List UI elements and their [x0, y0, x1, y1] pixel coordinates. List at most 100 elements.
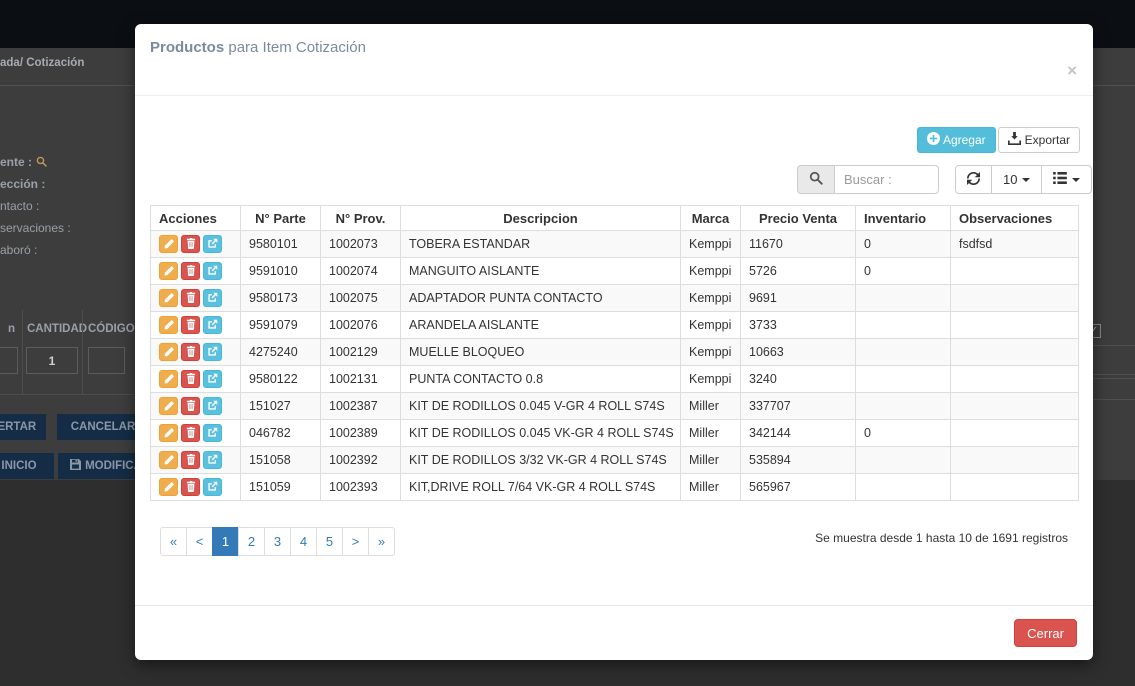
columns-dropdown[interactable]: [1041, 165, 1093, 194]
search-button[interactable]: [797, 165, 835, 194]
products-table-body: 9580101 1002073 TOBERA ESTANDAR Kemppi 11670…: [150, 230, 1079, 501]
delete-button[interactable]: [181, 424, 200, 442]
edit-button[interactable]: [159, 262, 178, 280]
actions-cell: [150, 392, 241, 420]
modal-title: Productos para Item Cotización: [150, 39, 366, 56]
page-button-2[interactable]: 2: [238, 527, 265, 556]
page-button-first[interactable]: «: [160, 527, 187, 556]
cell-marca: Kemppi: [680, 230, 741, 258]
cell-precio: 3240: [740, 365, 856, 393]
edit-button[interactable]: [159, 370, 178, 388]
list-columns-icon: [1053, 172, 1068, 187]
cell-descripcion: KIT DE RODILLOS 0.045 VK-GR 4 ROLL S74S: [400, 419, 681, 447]
share-button[interactable]: [203, 289, 222, 307]
share-icon: [207, 264, 218, 279]
page-button-4[interactable]: 4: [290, 527, 317, 556]
pencil-icon: [164, 264, 174, 279]
edit-button[interactable]: [159, 343, 178, 361]
edit-button[interactable]: [159, 478, 178, 496]
cell-precio: 337707: [740, 392, 856, 420]
edit-button[interactable]: [159, 235, 178, 253]
cell-prov: 1002393: [320, 473, 401, 501]
grid-col-cantidad: CANTIDAD: [27, 323, 88, 335]
delete-button[interactable]: [181, 397, 200, 415]
header-acciones: Acciones: [150, 205, 241, 231]
page-button-5[interactable]: 5: [316, 527, 343, 556]
inicio-button: INICIO: [0, 453, 54, 479]
cell-parte: 4275240: [240, 338, 321, 366]
backdrop-input: [0, 347, 18, 374]
cell-prov: 1002387: [320, 392, 401, 420]
share-button[interactable]: [203, 478, 222, 496]
share-button[interactable]: [203, 343, 222, 361]
page-button-last[interactable]: »: [368, 527, 395, 556]
delete-button[interactable]: [181, 262, 200, 280]
share-button[interactable]: [203, 397, 222, 415]
header-observaciones: Observaciones: [950, 205, 1079, 231]
share-button[interactable]: [203, 451, 222, 469]
actions-cell: [150, 311, 241, 339]
edit-button[interactable]: [159, 451, 178, 469]
table-row: 9580173 1002075 ADAPTADOR PUNTA CONTACTO Ke…: [150, 284, 1079, 312]
cell-prov: 1002392: [320, 446, 401, 474]
edit-button[interactable]: [159, 424, 178, 442]
cell-parte: 9591010: [240, 257, 321, 285]
cerrar-button[interactable]: Cerrar: [1014, 619, 1077, 647]
share-button[interactable]: [203, 424, 222, 442]
cell-observaciones: [950, 257, 1079, 285]
edit-button[interactable]: [159, 289, 178, 307]
trash-icon: [186, 291, 196, 306]
table-row: 4275240 1002129 MUELLE BLOQUEO Kemppi 10663: [150, 338, 1079, 366]
trash-icon: [186, 480, 196, 495]
plus-circle-icon: [926, 132, 940, 148]
cell-marca: Kemppi: [680, 311, 741, 339]
delete-button[interactable]: [181, 478, 200, 496]
edit-button[interactable]: [159, 397, 178, 415]
delete-button[interactable]: [181, 289, 200, 307]
cell-marca: Miller: [680, 446, 741, 474]
share-icon: [207, 318, 218, 333]
table-header-row: Acciones N° Parte N° Prov. Descripcion M…: [150, 205, 1079, 231]
refresh-button[interactable]: [955, 165, 992, 194]
cell-inventario: 0: [855, 230, 951, 258]
cell-parte: 151027: [240, 392, 321, 420]
page-button-prev[interactable]: <: [186, 527, 213, 556]
refresh-icon: [967, 171, 980, 188]
edit-button[interactable]: [159, 316, 178, 334]
exportar-button[interactable]: Exportar: [997, 127, 1080, 153]
header-parte: N° Parte: [240, 205, 321, 231]
share-icon: [207, 426, 218, 441]
cell-inventario: 0: [855, 419, 951, 447]
table-row: 9591010 1002074 MANGUITO AISLANTE Kemppi 572…: [150, 257, 1079, 285]
cell-precio: 3733: [740, 311, 856, 339]
insertar-button: SERTAR: [0, 414, 46, 440]
page-size-dropdown[interactable]: 10: [991, 165, 1043, 194]
header-prov: N° Prov.: [320, 205, 401, 231]
page-button-1[interactable]: 1: [212, 527, 239, 556]
cell-marca: Kemppi: [680, 338, 741, 366]
search-input[interactable]: [835, 165, 939, 194]
codigo-input: [88, 347, 125, 374]
delete-button[interactable]: [181, 316, 200, 334]
cell-observaciones: [950, 284, 1079, 312]
delete-button[interactable]: [181, 451, 200, 469]
share-icon: [207, 372, 218, 387]
delete-button[interactable]: [181, 235, 200, 253]
records-info: Se muestra desde 1 hasta 10 de 1691 regi…: [815, 531, 1068, 545]
page-button-next[interactable]: >: [342, 527, 369, 556]
share-button[interactable]: [203, 370, 222, 388]
share-button[interactable]: [203, 262, 222, 280]
delete-button[interactable]: [181, 370, 200, 388]
page-button-3[interactable]: 3: [264, 527, 291, 556]
cell-descripcion: KIT,DRIVE ROLL 7/64 VK-GR 4 ROLL S74S: [400, 473, 681, 501]
delete-button[interactable]: [181, 343, 200, 361]
share-button[interactable]: [203, 235, 222, 253]
actions-cell: [150, 257, 241, 285]
backdrop-label: ección :: [0, 177, 46, 191]
actions-cell: [150, 446, 241, 474]
header-marca: Marca: [680, 205, 741, 231]
agregar-button[interactable]: Agregar: [916, 127, 996, 153]
floppy-icon: [70, 459, 82, 473]
share-button[interactable]: [203, 316, 222, 334]
close-icon[interactable]: ×: [1067, 61, 1077, 80]
